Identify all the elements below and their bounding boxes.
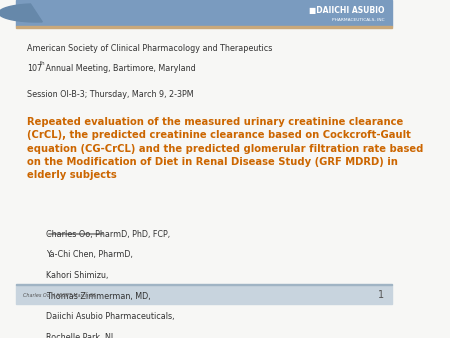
Text: th: th [40,61,46,66]
Text: Session OI-B-3; Thursday, March 9, 2-3PM: Session OI-B-3; Thursday, March 9, 2-3PM [27,90,194,99]
Text: Annual Meeting, Bartimore, Maryland: Annual Meeting, Bartimore, Maryland [43,64,196,73]
Bar [16,284,392,285]
Text: Ya-Chi Chen, PharmD,: Ya-Chi Chen, PharmD, [46,250,133,260]
Text: ■DAIICHI ASUBIO: ■DAIICHI ASUBIO [309,6,384,15]
Text: 107: 107 [27,64,42,73]
Bar [16,0,392,26]
Text: Repeated evaluation of the measured urinary creatinine clearance
(CrCL), the pre: Repeated evaluation of the measured urin… [27,117,423,180]
Text: PHARMACEUTICALS, INC: PHARMACEUTICALS, INC [332,18,384,22]
Text: 1: 1 [378,290,384,300]
Bar [16,26,392,28]
Polygon shape [0,4,42,22]
Text: Kahori Shimizu,: Kahori Shimizu, [46,271,108,280]
Bar [16,285,392,304]
Text: American Society of Clinical Pharmacology and Therapeutics: American Society of Clinical Pharmacolog… [27,44,272,53]
Text: Thomas Zimmerman, MD,: Thomas Zimmerman, MD, [46,292,150,301]
Text: Rochelle Park, NJ.: Rochelle Park, NJ. [46,333,115,338]
Text: Charles Oo  / ASCPT March 06: Charles Oo / ASCPT March 06 [23,292,96,297]
Text: Daiichi Asubio Pharmaceuticals,: Daiichi Asubio Pharmaceuticals, [46,313,174,321]
Text: Charles Oo, PharmD, PhD, FCP,: Charles Oo, PharmD, PhD, FCP, [46,230,170,239]
